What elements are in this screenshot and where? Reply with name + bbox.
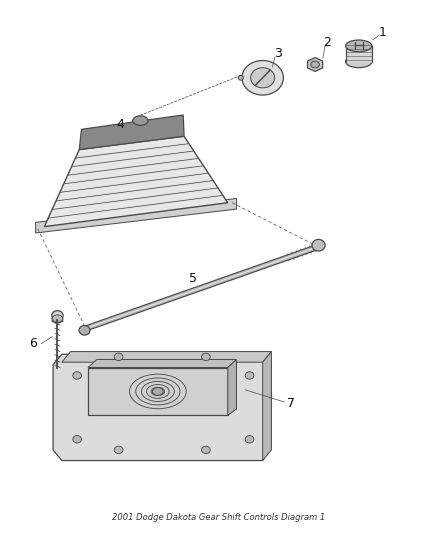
Ellipse shape bbox=[242, 61, 283, 95]
Ellipse shape bbox=[311, 61, 319, 68]
Text: 6: 6 bbox=[29, 337, 37, 350]
Ellipse shape bbox=[312, 239, 325, 251]
Ellipse shape bbox=[245, 435, 254, 443]
Ellipse shape bbox=[52, 311, 63, 320]
Text: 2: 2 bbox=[323, 36, 331, 49]
Ellipse shape bbox=[73, 372, 81, 379]
Text: 5: 5 bbox=[189, 272, 197, 285]
Ellipse shape bbox=[114, 353, 123, 361]
Polygon shape bbox=[88, 360, 237, 368]
Text: 4: 4 bbox=[117, 118, 125, 131]
Polygon shape bbox=[62, 352, 272, 362]
Ellipse shape bbox=[114, 446, 123, 454]
Text: 1: 1 bbox=[379, 26, 387, 39]
Polygon shape bbox=[307, 58, 323, 71]
Text: 7: 7 bbox=[287, 397, 295, 410]
Ellipse shape bbox=[201, 446, 210, 454]
Polygon shape bbox=[79, 115, 184, 150]
Polygon shape bbox=[263, 352, 272, 461]
Ellipse shape bbox=[238, 75, 244, 80]
Polygon shape bbox=[346, 46, 372, 62]
Polygon shape bbox=[88, 368, 228, 415]
Ellipse shape bbox=[52, 315, 63, 322]
Ellipse shape bbox=[245, 372, 254, 379]
Ellipse shape bbox=[79, 326, 90, 335]
Polygon shape bbox=[44, 136, 228, 227]
Text: 3: 3 bbox=[274, 47, 282, 60]
Ellipse shape bbox=[346, 56, 372, 68]
Polygon shape bbox=[53, 354, 272, 461]
Polygon shape bbox=[228, 360, 237, 415]
Polygon shape bbox=[35, 198, 237, 233]
Ellipse shape bbox=[251, 68, 275, 88]
Ellipse shape bbox=[201, 353, 210, 361]
Text: 2001 Dodge Dakota Gear Shift Controls Diagram 1: 2001 Dodge Dakota Gear Shift Controls Di… bbox=[113, 513, 325, 522]
Ellipse shape bbox=[346, 40, 372, 52]
Ellipse shape bbox=[152, 387, 163, 395]
Ellipse shape bbox=[133, 116, 148, 125]
Ellipse shape bbox=[73, 435, 81, 443]
Polygon shape bbox=[52, 316, 63, 324]
